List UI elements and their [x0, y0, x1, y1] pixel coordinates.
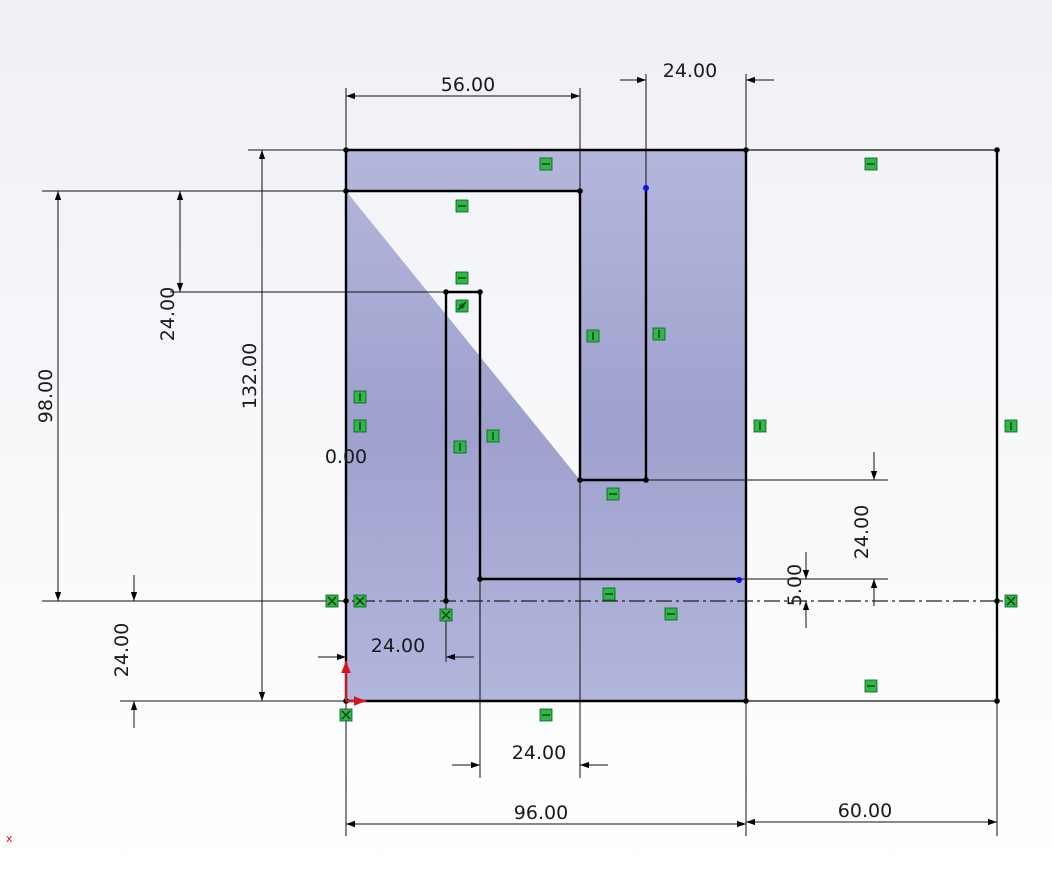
vertical-relations: [353, 327, 1018, 454]
selected-point[interactable]: [736, 577, 742, 583]
horizontal-relation-icon[interactable]: [606, 487, 620, 501]
coincident-relation-icon[interactable]: [353, 594, 367, 608]
midpoint-relation-icon[interactable]: [339, 708, 353, 722]
dim-overall-width[interactable]: 96.00: [514, 802, 568, 824]
horizontal-relation-icon[interactable]: [539, 157, 553, 171]
point[interactable]: [994, 598, 1000, 604]
dim-top-width[interactable]: 56.00: [441, 74, 495, 96]
coincident-relations: [325, 299, 1018, 722]
coincident-relation-icon[interactable]: [439, 608, 453, 622]
dim-total-height[interactable]: 132.00: [239, 343, 261, 409]
vertical-relation-icon[interactable]: [353, 390, 367, 404]
dim-left-depth[interactable]: 24.00: [157, 287, 179, 341]
horizontal-relations: [455, 157, 878, 722]
horizontal-relation-icon[interactable]: [864, 679, 878, 693]
coincident-relation-icon[interactable]: [1004, 594, 1018, 608]
point[interactable]: [477, 289, 483, 295]
vertical-relation-icon[interactable]: [586, 329, 600, 343]
coincident-relation-icon[interactable]: [325, 594, 339, 608]
coincident-relation-icon[interactable]: [455, 299, 469, 313]
vertical-relation-icon[interactable]: [753, 419, 767, 433]
dim-zero[interactable]: 0.00: [325, 446, 367, 468]
vertical-relation-icon[interactable]: [1004, 419, 1018, 433]
dim-inner-left-width[interactable]: 24.00: [371, 635, 425, 657]
vertical-relation-icon[interactable]: [453, 440, 467, 454]
dimension-lines: [54, 76, 997, 828]
dim-right-width[interactable]: 60.00: [838, 800, 892, 822]
dim-right-step[interactable]: 24.00: [851, 505, 873, 559]
horizontal-relation-icon[interactable]: [455, 271, 469, 285]
vertical-relation-icon[interactable]: [486, 429, 500, 443]
vertical-relation-icon[interactable]: [353, 419, 367, 433]
dim-left-height[interactable]: 98.00: [35, 369, 57, 423]
dim-small-gap[interactable]: 5.00: [784, 564, 806, 606]
vertical-relation-icon[interactable]: [652, 327, 666, 341]
horizontal-relation-icon[interactable]: [539, 708, 553, 722]
dimension-labels: 56.00 24.00 24.00 98.00 132.00 0.00 24.0…: [35, 60, 892, 824]
dim-bottom-slot-width[interactable]: 24.00: [512, 742, 566, 764]
horizontal-relation-icon[interactable]: [455, 199, 469, 213]
dim-top-right-offset[interactable]: 24.00: [663, 60, 717, 82]
horizontal-relation-icon[interactable]: [664, 607, 678, 621]
sketch-origin[interactable]: [341, 661, 366, 706]
horizontal-relation-icon[interactable]: [602, 587, 616, 601]
dim-bottom-left-height[interactable]: 24.00: [111, 623, 133, 677]
sketch-geometry: [344, 148, 999, 703]
point[interactable]: [994, 147, 1000, 153]
horizontal-relation-icon[interactable]: [864, 157, 878, 171]
axis-triad-x-label: x: [6, 832, 13, 845]
